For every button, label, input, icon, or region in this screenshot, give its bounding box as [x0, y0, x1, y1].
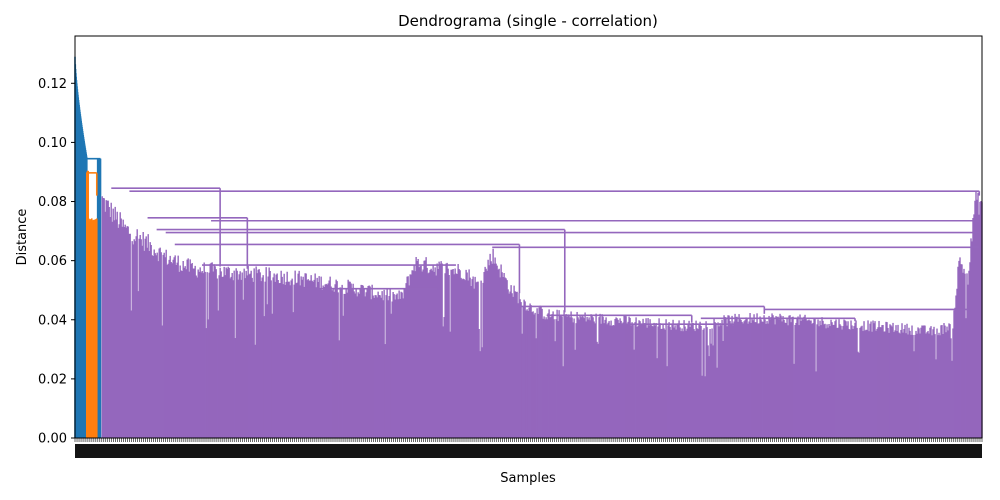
dendrogram-merges [82, 157, 981, 326]
chart-title: Dendrograma (single - correlation) [398, 12, 658, 30]
y-tick-label: 0.02 [38, 372, 67, 387]
y-tick-label: 0.08 [38, 195, 67, 210]
y-tick-label: 0.04 [38, 313, 67, 328]
y-tick-label: 0.06 [38, 254, 67, 269]
dendrogram-branches [74, 56, 983, 438]
x-axis-label: Samples [500, 471, 556, 486]
y-axis-label: Distance [15, 209, 30, 266]
y-tick-label: 0.00 [38, 432, 67, 447]
leaf-tick-labels [74, 438, 983, 458]
y-axis: 0.00 0.02 0.04 0.06 0.08 0.10 0.12 [38, 77, 75, 447]
y-tick-label: 0.12 [38, 77, 67, 92]
plot-frame [74, 35, 983, 439]
y-tick-label: 0.10 [38, 136, 67, 151]
leaf-labels-block [75, 444, 982, 458]
